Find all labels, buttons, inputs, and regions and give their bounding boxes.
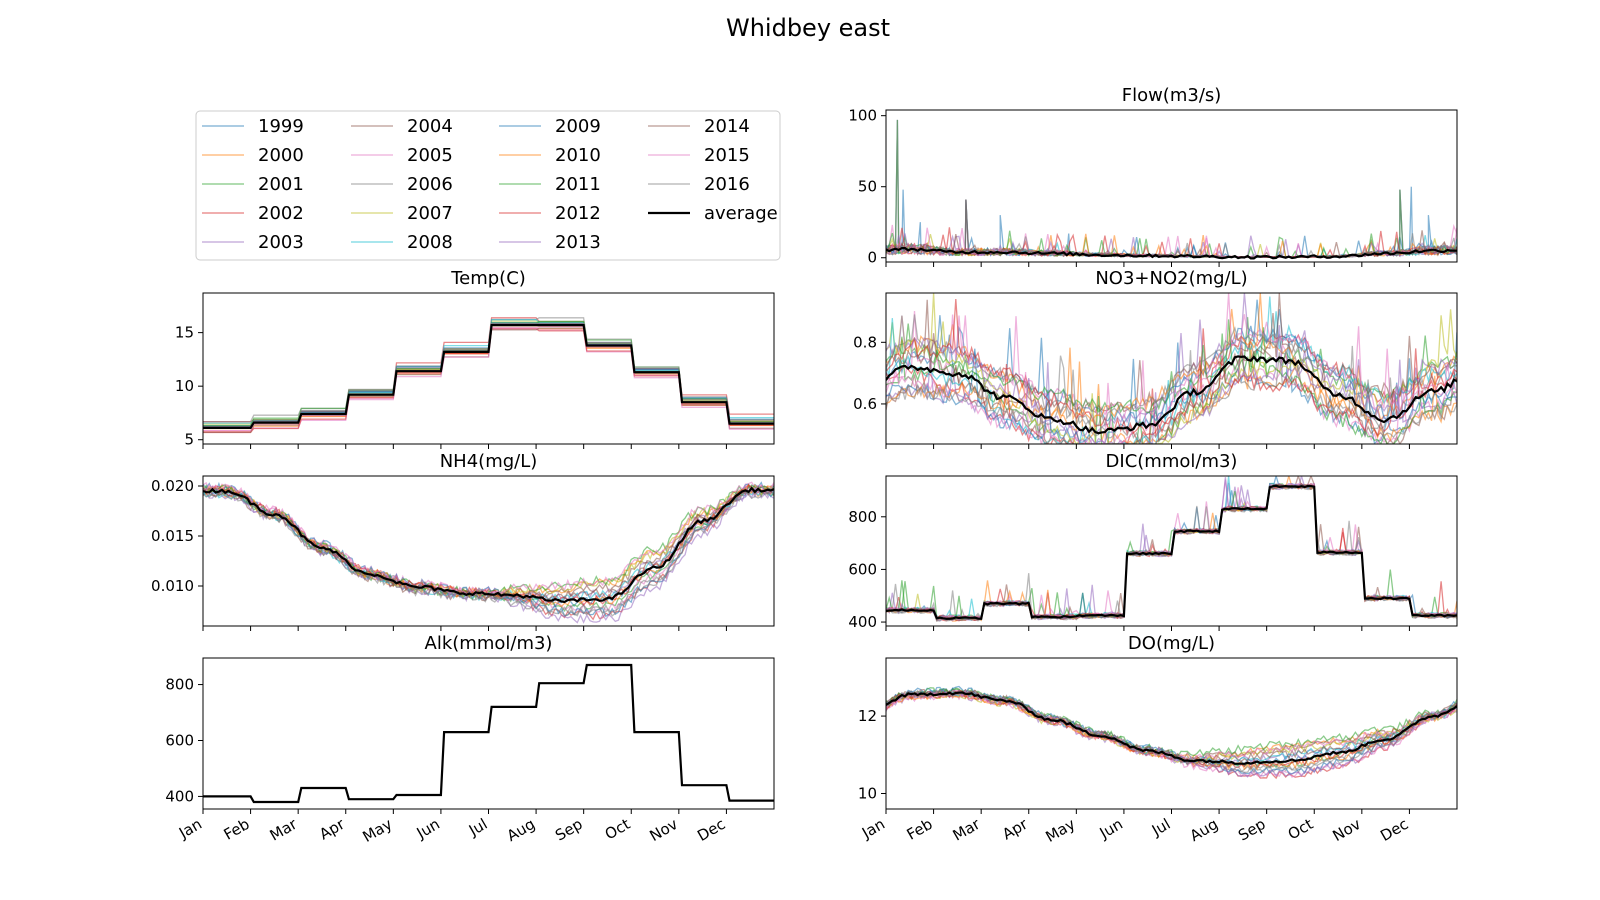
- series-group: [203, 663, 774, 804]
- panels: Temp(C) 5 10 15 Flow(m3/s) 0 50 100 NH4(mg/L) 0.0…: [151, 85, 1458, 846]
- y-tick-label: 12: [858, 707, 877, 725]
- figure-title: Whidbey east: [726, 14, 890, 42]
- y-tick-label: 600: [165, 731, 194, 749]
- y-tick-label: 10: [175, 377, 194, 395]
- series-2011: [886, 319, 1457, 444]
- series-2016: [203, 488, 774, 617]
- series-group: [886, 476, 1457, 622]
- series-2016: [886, 326, 1457, 439]
- legend-label-2008: 2008: [407, 232, 453, 253]
- series-average: [203, 486, 774, 604]
- legend-label-2000: 2000: [258, 145, 304, 166]
- y-tick-label: 0.6: [853, 395, 877, 413]
- series-2013: [886, 315, 1457, 444]
- panel-title-dic: DIC(mmol/m3): [1106, 451, 1238, 472]
- series-average: [203, 324, 774, 429]
- panel-no3: NO3+NO2(mg/L) 0.6 0.8: [853, 268, 1458, 449]
- legend-label-2012: 2012: [555, 203, 601, 224]
- y-tick-label: 50: [858, 178, 877, 196]
- legend-label-2014: 2014: [704, 116, 750, 137]
- legend-label-2013: 2013: [555, 232, 601, 253]
- series-group: [203, 481, 774, 624]
- legend-label-2010: 2010: [555, 145, 601, 166]
- series-2012: [886, 299, 1457, 438]
- legend: 1999 2000 2001 2002 2003 2004 2005 2006 2007 2008…: [195, 110, 781, 261]
- y-tick-label: 0.010: [151, 577, 194, 595]
- series-2016: [886, 689, 1457, 774]
- y-tick-label: 600: [848, 560, 877, 578]
- series-average: [886, 355, 1457, 435]
- legend-label-2002: 2002: [258, 203, 304, 224]
- y-tick-label: 10: [858, 785, 877, 803]
- y-tick-label: 400: [165, 787, 194, 805]
- legend-label-2011: 2011: [555, 174, 601, 195]
- panel-title-temp: Temp(C): [450, 268, 526, 289]
- series-2015: [886, 689, 1457, 763]
- y-tick-label: 0: [867, 249, 877, 267]
- panel-dic: DIC(mmol/m3) 400 600 800: [848, 451, 1458, 631]
- legend-label-2004: 2004: [407, 116, 453, 137]
- series-group: [203, 317, 774, 434]
- legend-frame: [195, 110, 781, 261]
- legend-label-2005: 2005: [407, 145, 453, 166]
- y-tick-label: 0.015: [151, 527, 194, 545]
- legend-label-2009: 2009: [555, 116, 601, 137]
- legend-label-2007: 2007: [407, 203, 453, 224]
- series-group: [886, 685, 1457, 780]
- series-average: [203, 663, 774, 804]
- y-tick-label: 400: [848, 613, 877, 631]
- legend-label-2016: 2016: [704, 174, 750, 195]
- y-tick-label: 0.8: [853, 333, 877, 351]
- legend-label-2015: 2015: [704, 145, 750, 166]
- series-average: [886, 484, 1457, 620]
- series-average: [886, 691, 1457, 765]
- panel-temp: Temp(C) 5 10 15: [175, 268, 775, 449]
- y-tick-label: 0.020: [151, 477, 194, 495]
- legend-label-2001: 2001: [258, 174, 304, 195]
- panel-flow: Flow(m3/s) 0 50 100: [848, 85, 1458, 267]
- y-tick-label: 100: [848, 107, 877, 125]
- y-tick-label: 15: [175, 324, 194, 342]
- y-tick-label: 800: [848, 508, 877, 526]
- legend-label-2006: 2006: [407, 174, 453, 195]
- series-group: [886, 293, 1457, 444]
- legend-label-2003: 2003: [258, 232, 304, 253]
- y-tick-label: 800: [165, 676, 194, 694]
- y-tick-label: 5: [184, 431, 194, 449]
- series-average: [886, 247, 1457, 260]
- panel-nh4: NH4(mg/L) 0.010 0.015 0.020: [151, 451, 775, 631]
- panel-title-alk: Alk(mmol/m3): [425, 633, 553, 654]
- series-2015: [886, 293, 1457, 444]
- legend-label-1999: 1999: [258, 116, 304, 137]
- legend-label-average: average: [704, 203, 778, 224]
- panel-title-nh4: NH4(mg/L): [440, 451, 538, 472]
- panel-title-no3: NO3+NO2(mg/L): [1095, 268, 1247, 289]
- panel-title-do: DO(mg/L): [1128, 633, 1215, 654]
- panel-title-flow: Flow(m3/s): [1122, 85, 1222, 106]
- series-group: [886, 119, 1457, 260]
